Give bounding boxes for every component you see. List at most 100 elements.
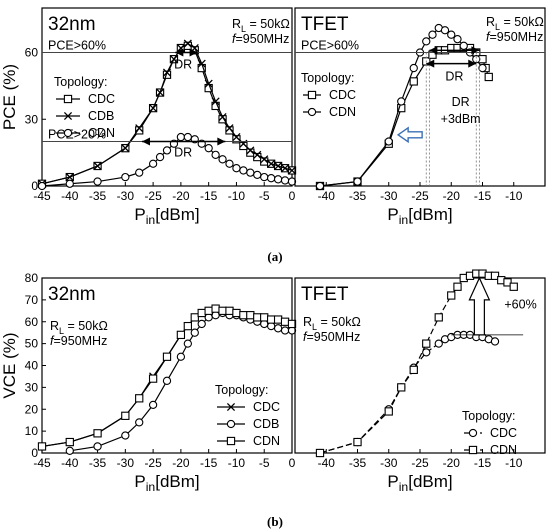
x-tick-label: -30 — [117, 189, 135, 203]
data-point — [239, 141, 248, 151]
data-point — [409, 63, 418, 73]
data-point — [162, 146, 172, 155]
data-point — [434, 313, 443, 322]
legend-marker — [226, 402, 236, 412]
data-point — [155, 88, 165, 97]
data-point — [273, 324, 283, 333]
legend-title: Topology: — [301, 71, 355, 85]
data-point — [183, 321, 192, 331]
data-point — [218, 112, 227, 122]
series-CDN — [315, 269, 518, 458]
series-line — [41, 42, 293, 185]
panel-a_left: -45 -40 -35 -30 -25 -20 -15 -10 -5 0 0 30 60 Pin[dBm]… — [0, 7, 297, 227]
dr-arrow-cdn-head — [426, 59, 435, 68]
legend-label: CDB — [88, 109, 114, 123]
annotation-pce20: PCE>20% — [48, 128, 106, 142]
data-point — [162, 70, 172, 79]
data-point — [65, 173, 74, 182]
legend-label: CDN — [490, 443, 517, 457]
series-line — [41, 45, 293, 185]
data-point — [280, 164, 290, 173]
dr-arrow-cdc-head — [471, 46, 480, 55]
data-point — [190, 328, 199, 337]
x-tick-label: -35 — [89, 189, 107, 203]
data-point — [197, 319, 206, 329]
y-axis-label: VCE (%) — [0, 332, 19, 398]
series-line — [41, 136, 293, 187]
legend-title: Topology: — [54, 75, 108, 89]
caption-b: (b) — [267, 514, 283, 529]
x-tick-label: -20 — [172, 189, 190, 203]
series-CDB — [65, 308, 297, 455]
legend-marker — [63, 128, 73, 138]
data-point — [148, 159, 158, 168]
annotation-rl: RL = 50kΩ — [303, 315, 361, 332]
data-point — [211, 97, 220, 106]
y-tick-label: 20 — [25, 402, 39, 416]
data-point — [267, 174, 276, 183]
dr-arrow-head — [217, 137, 226, 146]
x-tick-label: -5 — [259, 456, 270, 470]
data-point — [135, 126, 144, 135]
data-point — [204, 306, 213, 315]
y-tick-label: 0 — [31, 446, 38, 460]
x-tick-label: -30 — [117, 456, 135, 470]
legend: Topology: CDC CDB CDN — [54, 75, 115, 140]
data-point — [384, 407, 393, 416]
data-point — [93, 442, 102, 451]
data-point — [434, 339, 443, 348]
legend-label: CDN — [88, 126, 115, 140]
data-point — [183, 132, 192, 142]
data-point — [65, 446, 74, 455]
data-point — [260, 313, 269, 322]
x-tick-label: -35 — [89, 456, 107, 470]
data-point — [273, 175, 283, 184]
legend-marker — [63, 94, 73, 104]
annotation-plus60: +60% — [504, 298, 536, 312]
x-tick-label: -30 — [380, 189, 398, 203]
legend-marker — [468, 445, 478, 455]
data-point — [162, 68, 172, 77]
data-point — [121, 172, 130, 182]
annotation-rl: RL = 50kΩ — [486, 15, 544, 32]
data-point — [447, 30, 456, 39]
data-point — [246, 146, 255, 155]
data-point — [197, 59, 206, 68]
data-point — [422, 37, 431, 46]
data-point — [384, 137, 393, 146]
annotation-freq: f=950MHz — [232, 32, 289, 46]
data-point — [232, 132, 241, 142]
data-point — [239, 166, 248, 175]
data-point — [353, 177, 362, 186]
data-point — [509, 282, 518, 291]
data-point — [135, 418, 144, 427]
dr-arrow-head — [142, 137, 150, 146]
series-CDB — [37, 39, 297, 188]
y-tick-label: 10 — [25, 424, 39, 438]
legend-title: Topology: — [215, 383, 269, 397]
data-point — [246, 168, 255, 177]
annotation-plus3dbm: +3dBm — [441, 112, 481, 126]
data-point — [353, 437, 362, 447]
data-point — [148, 374, 158, 383]
data-point — [135, 168, 144, 177]
data-point — [225, 124, 234, 133]
data-point — [409, 77, 418, 86]
x-axis-label: Pin[dBm] — [134, 205, 199, 227]
legend: Topology: CDC CDN — [301, 71, 356, 119]
data-point — [267, 159, 276, 168]
data-point — [162, 352, 172, 361]
y-tick-label: 70 — [25, 293, 39, 307]
data-point — [287, 166, 297, 175]
series-line — [319, 334, 496, 454]
x-tick-label: -10 — [505, 189, 523, 203]
data-point — [447, 291, 456, 300]
data-point — [149, 104, 158, 113]
data-point — [239, 311, 248, 320]
annotation-dr: DR — [445, 70, 463, 84]
data-point — [472, 55, 481, 64]
data-point — [135, 124, 144, 133]
data-point — [190, 313, 199, 322]
data-point — [484, 72, 493, 82]
legend-title: Topology: — [462, 409, 516, 423]
